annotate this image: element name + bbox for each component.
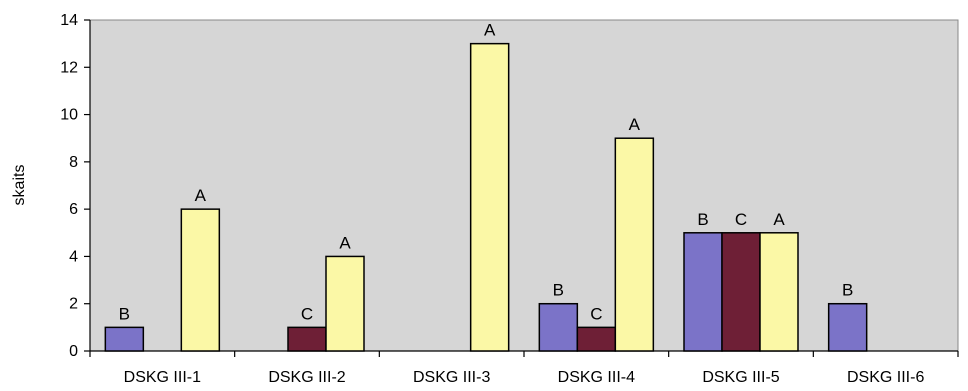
bar-data-label: A [773, 210, 785, 229]
y-tick-label: 14 [60, 12, 78, 29]
bar-data-label: C [735, 210, 747, 229]
y-tick-label: 2 [69, 296, 78, 313]
bar-data-label: A [195, 186, 207, 205]
bar [287, 326, 327, 352]
category-label: DSKG III-5 [702, 369, 779, 386]
bar-data-label: C [301, 304, 313, 323]
bar [759, 232, 799, 352]
y-axis-title: skaits [11, 165, 28, 206]
bar [721, 232, 761, 352]
bar-data-label: B [842, 281, 853, 300]
y-tick-label: 0 [69, 343, 78, 360]
category-label: DSKG III-1 [124, 369, 201, 386]
bar [683, 232, 723, 352]
bars [104, 42, 868, 352]
bar [104, 326, 145, 352]
x-axis: DSKG III-1 DSKG III-2 DSKG III-3 DSKG III-4… [89, 350, 959, 386]
bar-data-label: C [590, 304, 602, 323]
bar [469, 42, 510, 352]
bar-data-label: B [119, 304, 130, 323]
bar-data-label: B [553, 281, 564, 300]
bar [325, 255, 365, 352]
y-tick-label: 6 [69, 201, 78, 218]
bar-data-label: A [339, 233, 351, 252]
bar [614, 137, 655, 352]
bar-labels: B B B B C C C A A A A A [119, 21, 854, 324]
category-label: DSKG III-4 [558, 369, 635, 386]
y-tick-label: 12 [60, 59, 78, 76]
plot-area [89, 19, 959, 352]
y-tick-label: 10 [60, 107, 78, 124]
category-label: DSKG III-6 [847, 369, 924, 386]
bar-data-label: A [629, 115, 641, 134]
bar [576, 326, 617, 352]
bar [180, 208, 221, 352]
category-label: DSKG III-2 [268, 369, 345, 386]
category-label: DSKG III-3 [413, 369, 490, 386]
bar [827, 302, 868, 352]
bar [538, 302, 579, 352]
bar-data-label: B [697, 210, 708, 229]
y-tick-label: 4 [69, 248, 78, 265]
y-axis: 0 2 4 6 8 10 12 14 [60, 12, 91, 360]
y-tick-label: 8 [69, 154, 78, 171]
bar-data-label: A [484, 21, 496, 40]
